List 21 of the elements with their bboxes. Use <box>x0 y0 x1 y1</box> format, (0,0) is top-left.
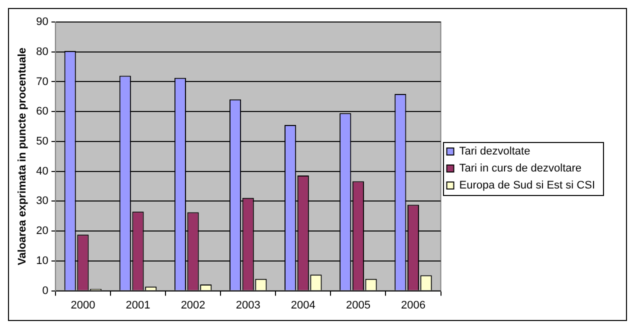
x-tick-label: 2002 <box>180 299 206 312</box>
y-tick-label: 90 <box>36 16 48 28</box>
x-tick-label: 2001 <box>126 299 150 312</box>
y-tick-label: 0 <box>42 284 48 297</box>
y-tick-label: 60 <box>36 106 48 118</box>
legend-label: Tari in curs de dezvoltare <box>459 162 582 175</box>
x-tick-label: 2005 <box>346 299 370 312</box>
x-tick-label: 2004 <box>290 299 316 312</box>
y-tick-label: 20 <box>36 225 48 238</box>
x-tick-label: 2003 <box>236 299 260 312</box>
legend-label: Tari dezvoltate <box>459 146 530 158</box>
x-tick-label: 2006 <box>401 299 426 312</box>
y-tick-label: 50 <box>36 136 48 148</box>
y-tick-label: 40 <box>36 165 48 178</box>
y-axis-title: Valoarea exprimata in puncte procentuale <box>16 48 29 266</box>
legend-label: Europa de Sud si Est si CSI <box>459 180 595 192</box>
y-tick-label: 70 <box>36 76 48 88</box>
y-tick-label: 80 <box>36 46 48 58</box>
y-tick-label: 10 <box>36 254 48 267</box>
x-tick-label: 2000 <box>70 299 96 312</box>
y-tick-label: 30 <box>36 195 48 208</box>
